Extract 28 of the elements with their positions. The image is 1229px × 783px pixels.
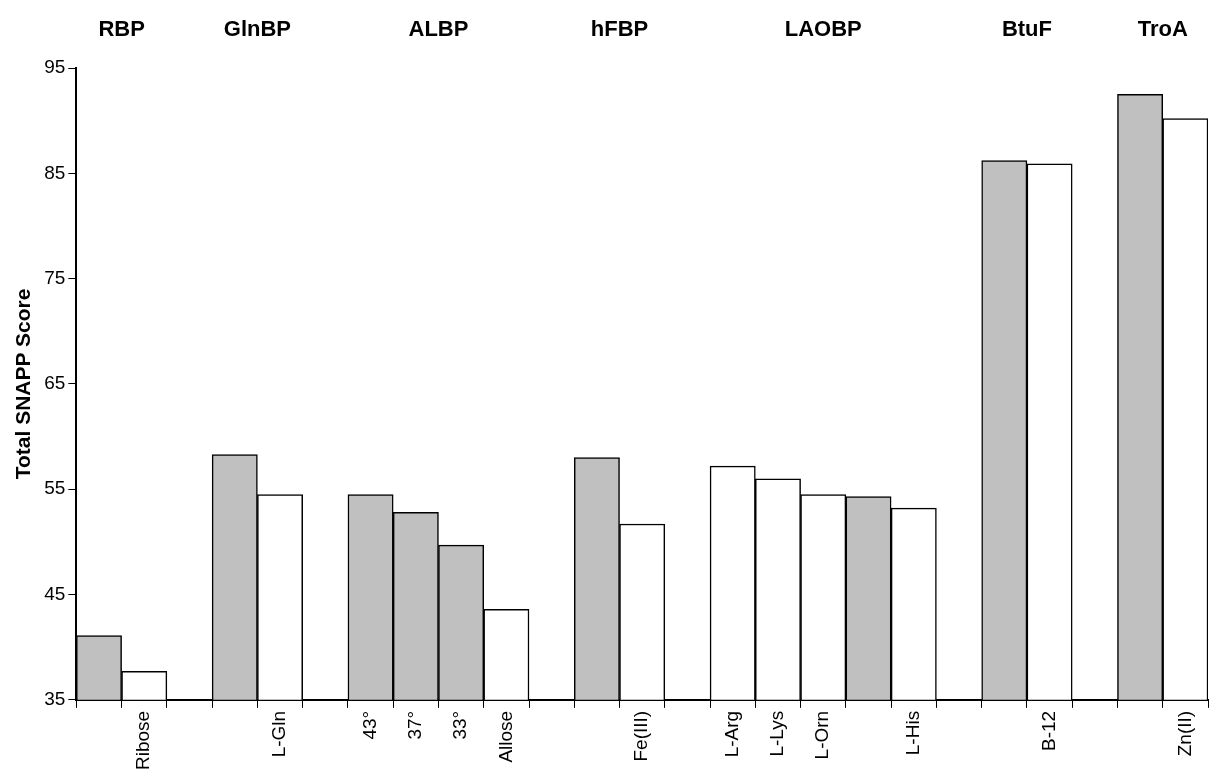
y-axis-title: Total SNAPP Score [11, 288, 35, 480]
x-tick-label: L-Gln [268, 710, 290, 758]
x-tick-label: Ribose [132, 710, 154, 771]
x-tick-label: B-12 [1037, 710, 1059, 751]
x-tick-label: L-His [902, 710, 923, 756]
x-tick-label: L-Lys [766, 710, 788, 757]
text: BtuF [1001, 16, 1052, 42]
x-tick-label: 37° [404, 710, 426, 740]
x-tick-label: L-Arg [720, 710, 742, 758]
text: TroA [1137, 16, 1188, 42]
y-tick-label: 65 [44, 372, 66, 394]
text: hFBP [590, 16, 649, 42]
x-tick-label: L-Orn [811, 710, 833, 760]
x-tick-label: 43° [358, 710, 380, 740]
text: GlnBP [223, 16, 292, 42]
text: RBP [98, 16, 145, 42]
y-tick-label: 95 [44, 56, 66, 78]
y-tick-label: 35 [44, 688, 66, 710]
y-tick-label: 55 [44, 477, 66, 499]
text: LAOBP [784, 16, 862, 42]
y-tick-label: 45 [44, 582, 66, 604]
x-tick-label: Allose [494, 710, 516, 763]
x-tick-label: 33° [449, 710, 471, 740]
x-tick-label: Zn(II) [1173, 710, 1195, 757]
x-tick-label: Fe(III) [630, 710, 652, 762]
text: ALBP [408, 16, 469, 42]
y-tick-label: 75 [44, 266, 66, 288]
y-tick-label: 85 [44, 161, 66, 183]
